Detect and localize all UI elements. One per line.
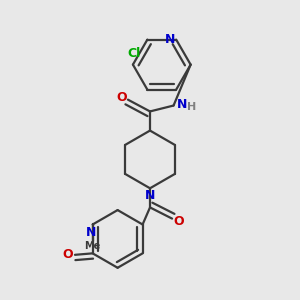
Text: Cl: Cl (128, 47, 141, 60)
Text: O: O (63, 248, 73, 261)
Text: O: O (116, 91, 127, 104)
Text: H: H (187, 102, 196, 112)
Text: Me: Me (85, 241, 101, 251)
Text: N: N (164, 33, 175, 46)
Text: N: N (176, 98, 187, 111)
Text: N: N (86, 226, 96, 239)
Text: O: O (173, 215, 184, 228)
Text: N: N (145, 189, 155, 202)
